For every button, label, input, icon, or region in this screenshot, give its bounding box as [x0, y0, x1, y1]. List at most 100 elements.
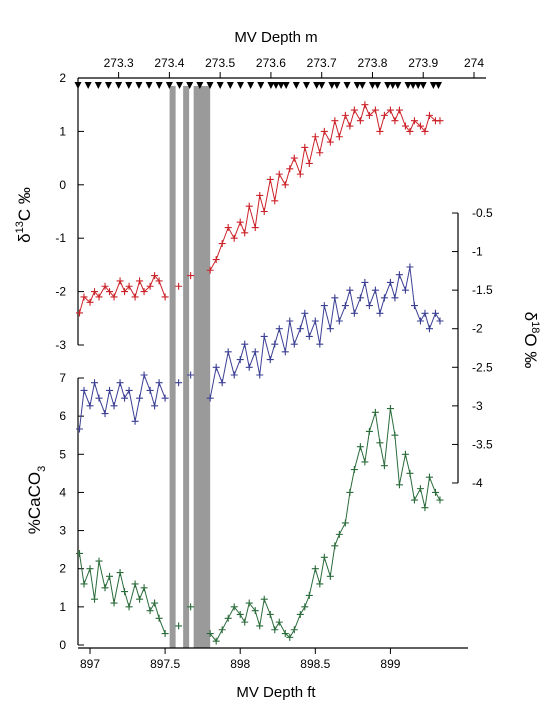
CaCO3-line-3: [209, 408, 441, 643]
sample-marker-14: [216, 82, 224, 89]
d18O-point-27: [245, 363, 253, 371]
d18O-point-25: [236, 356, 244, 364]
CaCO3-tick-label-6: 6: [59, 409, 66, 423]
CaCO3-point-53: [376, 439, 384, 447]
d13C-point-8: [116, 277, 124, 285]
d13C-point-38: [301, 143, 309, 151]
CaCO3-point-44: [331, 542, 339, 550]
d18O-point-60: [410, 302, 418, 310]
sample-marker-12: [196, 82, 204, 89]
sample-marker-36: [394, 82, 402, 89]
CaCO3-point-29: [256, 622, 264, 630]
CaCO3-point-1: [80, 580, 88, 588]
sample-marker-20: [272, 82, 280, 89]
CaCO3-point-57: [395, 481, 403, 489]
sample-marker-42: [434, 82, 442, 89]
d13C-point-30: [260, 208, 268, 215]
d18O-point-11: [131, 417, 139, 425]
d18O-point-34: [281, 348, 289, 356]
d13C-point-7: [110, 293, 118, 301]
d18O-point-32: [271, 340, 279, 348]
CaCO3-point-13: [140, 584, 148, 592]
d18O-point-63: [425, 325, 433, 333]
CaCO3-point-38: [301, 603, 309, 611]
d13C-point-35: [286, 165, 294, 173]
d18O-tick-label-7: -4: [472, 476, 483, 490]
CaCO3-point-25: [236, 610, 244, 618]
bottom-axis: 897 897.5 898 898.5 899: [78, 647, 468, 671]
sample-marker-17: [247, 82, 255, 89]
sample-marker-7: [145, 82, 153, 89]
sample-marker-22: [282, 82, 290, 89]
d13C-point-60: [410, 117, 418, 125]
CaCO3-point-58: [401, 450, 409, 458]
d13C-point-28: [251, 224, 259, 232]
d13C-point-25: [236, 218, 244, 226]
top-axis-title: MV Depth m: [234, 29, 317, 46]
d13C-point-33: [275, 170, 283, 178]
d13C-point-61: [416, 122, 424, 130]
top-tick-label-3: 273.6: [256, 56, 286, 70]
d18O-point-47: [346, 286, 354, 294]
d13c-series: [76, 101, 444, 317]
CaCO3-point-27: [245, 599, 253, 607]
d13C-point-56: [391, 117, 399, 125]
d18o-series: [76, 263, 444, 433]
sample-marker-19: [267, 82, 275, 89]
caco3-axis-title: %CaCO3: [25, 466, 48, 534]
d13C-point-45: [335, 133, 343, 141]
CaCO3-point-12: [136, 595, 144, 603]
d13C-point-23: [224, 224, 232, 232]
d13C-point-53: [376, 127, 384, 135]
d13C-point-3: [91, 288, 99, 296]
d13C-point-9: [121, 288, 129, 296]
CaCO3-tick-label-1: 1: [59, 600, 66, 614]
d18O-point-56: [391, 294, 399, 302]
d13C-point-36: [290, 154, 298, 162]
CaCO3-point-14: [146, 607, 154, 615]
d13C-point-50: [361, 101, 369, 109]
d18O-point-39: [305, 332, 313, 340]
d18O-point-62: [421, 309, 429, 317]
d18O-point-9: [121, 394, 129, 402]
sample-marker-16: [236, 82, 244, 89]
CaCO3-point-54: [380, 462, 388, 470]
bottom-tick-label-4: 899: [380, 657, 400, 671]
CaCO3-point-56: [391, 431, 399, 439]
d18o-axis-title: δ18O ‰: [521, 312, 541, 369]
top-axis: 273.3 273.4 273.5 273.6 273.7 273.8 273.9 274: [78, 56, 486, 79]
d13C-point-39: [305, 159, 313, 167]
sample-marker-10: [176, 82, 184, 89]
d18O-point-3: [91, 379, 99, 387]
CaCO3-point-8: [116, 569, 124, 577]
d18O-point-1: [80, 386, 88, 394]
d18O-point-55: [386, 278, 394, 286]
CaCO3-point-33: [275, 618, 283, 626]
sample-marker-29: [343, 82, 351, 89]
CaCO3-point-55: [386, 405, 394, 413]
d13C-point-12: [136, 277, 144, 285]
CaCO3-point-50: [361, 458, 369, 466]
sample-marker-39: [414, 82, 422, 89]
CaCO3-point-0: [76, 549, 84, 557]
CaCO3-point-35: [286, 633, 294, 641]
sample-marker-24: [302, 82, 310, 89]
d13C-point-44: [331, 117, 339, 125]
d18O-point-2: [86, 402, 94, 410]
CaCO3-point-32: [271, 626, 279, 634]
sample-marker-6: [135, 82, 143, 89]
d13C-point-65: [436, 117, 444, 125]
d18O-point-59: [406, 263, 414, 271]
d13C-point-21: [212, 256, 220, 264]
d18O-point-37: [296, 325, 304, 333]
d18O-tick-label-1: -1: [472, 245, 483, 259]
d18O-point-61: [416, 317, 424, 325]
d18O-point-5: [101, 410, 109, 418]
d18O-point-41: [316, 340, 324, 348]
sample-marker-35: [389, 82, 397, 89]
d18O-point-45: [335, 317, 343, 325]
d13C-point-17: [161, 293, 169, 301]
CaCO3-point-36: [290, 626, 298, 634]
d18O-point-36: [290, 340, 298, 348]
